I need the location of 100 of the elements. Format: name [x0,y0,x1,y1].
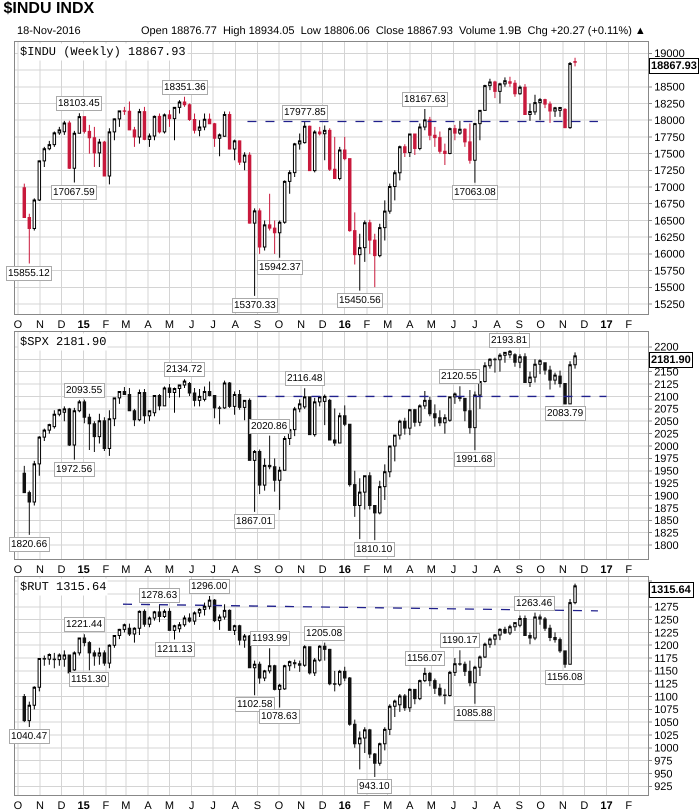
x-tick-label: F [102,564,110,576]
annotation: 2134.72 [166,364,203,375]
text: 1315.64 [651,584,692,596]
x-tick-label: D [318,564,327,576]
x-tick-label: O [274,319,284,332]
candlestick [228,608,232,632]
y-tick-label: 18000 [654,115,685,128]
x-tick-label: D [318,800,327,811]
candlestick [142,106,146,141]
y-tick-label: 2100 [654,391,679,404]
x-tick-label: J [188,319,194,332]
x-tick-label: N [297,319,306,332]
x-tick-label: J [210,319,216,332]
annotation: 1190.17 [442,635,478,646]
candlestick [98,413,102,444]
x-tick-label: D [318,319,327,332]
candlestick [563,108,567,129]
x-tick-label: M [383,319,392,332]
candlestick [228,382,232,408]
candlestick [248,152,252,224]
x-tick-label: J [188,564,194,576]
y-tick-label: 975 [654,755,673,768]
annotation: 18351.36 [164,82,206,93]
annotation: 2083.79 [547,408,584,419]
candlestick [338,669,342,687]
x-tick-label: N [36,800,44,811]
y-tick-label: 15500 [654,282,685,294]
x-tick-label: M [121,564,130,576]
y-tick-label: 1150 [654,666,678,678]
candlestick [168,384,172,398]
candlestick [222,380,226,410]
candlestick [548,100,552,124]
y-tick-label: 1025 [654,730,679,742]
candlestick [128,623,132,636]
candlestick [42,654,46,666]
candlestick [408,408,412,436]
y-tick-label: 1975 [654,453,679,466]
candlestick [98,138,102,168]
candlestick [238,624,242,646]
y-tick-label: 2150 [654,366,679,378]
annotation: 15370.33 [234,300,276,311]
x-tick-label: A [232,564,240,576]
x-tick-label: A [144,319,152,332]
y-tick-label: 1200 [654,640,679,652]
text: 18867.93 [651,60,697,72]
x-tick-label: M [121,800,130,811]
candlestick [413,133,417,156]
x-tick-label: O [536,800,546,811]
candlestick [158,393,162,411]
candlestick [188,612,192,624]
y-tick-label: 1050 [654,717,679,730]
candlestick [228,111,232,150]
x-tick-label: F [625,564,632,576]
x-tick-label: D [58,800,66,811]
candlestick [518,354,522,369]
y-tick-label: 17000 [654,182,685,194]
x-tick-label: S [516,319,523,332]
candlestick [503,626,507,634]
x-tick-label: O [274,800,284,811]
candlestick [232,139,236,161]
text: Open 18876.77 High 18934.05 Low 18806.06 Close 18867.93 Volume 1.9B Chg +20.27 (+0.11%) ▲ [141,25,646,37]
y-tick-label: 16250 [654,232,685,244]
y-tick-label: 2025 [654,428,679,440]
x-tick-label: N [36,319,44,332]
candlestick [102,416,106,452]
y-tick-label: 16500 [654,215,685,228]
candlestick [538,358,542,375]
candlestick [308,646,312,675]
candlestick [518,84,522,96]
y-tick-label: 1125 [654,678,678,691]
chart-subtitle: 18-Nov-2016 [17,25,81,37]
annotation: 1156.07 [407,653,443,664]
candlestick [338,146,342,181]
candlestick [178,384,182,398]
x-tick-label: S [516,800,523,811]
annotation: 1156.08 [547,672,583,683]
y-tick-label: 16000 [654,248,685,261]
annotation: 17977.85 [284,107,326,118]
x-tick-label: N [297,564,306,576]
y-tick-label: 2000 [654,440,679,453]
annotation: 1085.88 [456,708,493,719]
x-tick-label: D [580,319,588,332]
y-tick-label: 1275 [654,602,679,614]
candlestick [302,644,306,668]
annotation: 1820.66 [11,539,48,550]
candlestick [102,650,106,666]
x-tick-label: M [164,319,174,332]
y-tick-label: 19000 [654,48,685,60]
candlestick [68,407,72,446]
y-tick-label: 18500 [654,82,685,94]
candlestick [493,80,497,99]
candlestick [48,652,52,666]
y-tick-label: 18250 [654,98,685,110]
candlestick [148,616,152,628]
x-tick-label: M [426,319,436,332]
x-tick-label: F [364,800,371,811]
annotation: $RUT 1315.64 [20,580,106,594]
candlestick [242,152,246,171]
y-tick-label: 1800 [654,540,679,552]
x-tick-label: F [625,319,632,332]
